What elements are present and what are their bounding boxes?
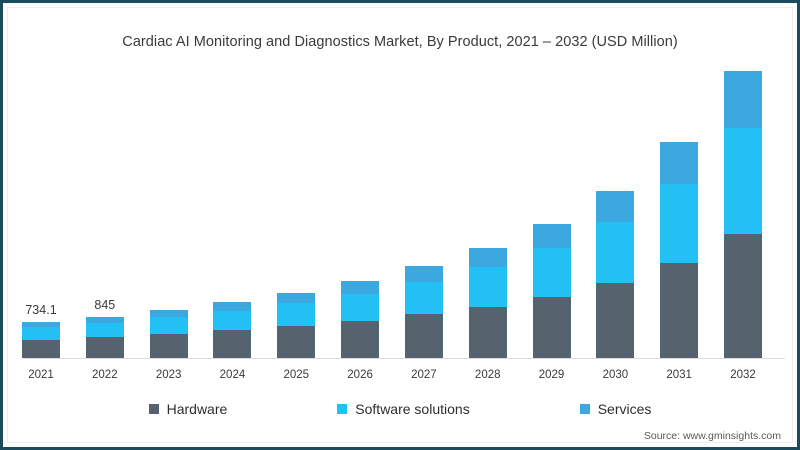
x-axis-tick-2032: 2032 [730, 369, 756, 381]
legend-item-hardware[interactable]: Hardware [148, 401, 228, 417]
bar-segment-hardware[interactable] [213, 330, 252, 358]
legend-label-software-solutions: Software solutions [355, 401, 470, 417]
bar-segment-hardware[interactable] [724, 233, 762, 358]
x-axis-tick-2024: 2024 [219, 369, 246, 381]
bar-segment-software-solutions[interactable] [277, 303, 316, 326]
bar-segment-hardware[interactable] [532, 296, 571, 358]
x-axis-tick-2030: 2030 [602, 369, 629, 381]
bar-segment-software-solutions[interactable] [149, 317, 188, 334]
bar-segment-software-solutions[interactable] [22, 327, 60, 340]
bar-segment-software-solutions[interactable] [404, 281, 443, 315]
bar-segment-software-solutions[interactable] [724, 128, 762, 234]
bar-segment-hardware[interactable] [22, 339, 60, 358]
legend-item-services[interactable]: Services [579, 401, 652, 417]
x-axis-tick-2022: 2022 [92, 369, 118, 381]
x-axis-tick-2028: 2028 [474, 369, 501, 381]
source-attribution: Source: www.gminsights.com [643, 430, 781, 442]
bar-segment-software-solutions[interactable] [341, 293, 380, 321]
bar-group[interactable] [532, 224, 571, 358]
x-axis-line [23, 358, 785, 359]
bar-segment-services[interactable] [277, 292, 316, 304]
bar-segment-hardware[interactable] [596, 282, 635, 358]
bar-group[interactable] [149, 310, 188, 358]
x-axis-tick-2027: 2027 [411, 369, 437, 381]
legend-label-services: Services [597, 401, 652, 417]
bar-value-label: 734.1 [25, 303, 57, 318]
legend-swatch-icon-services [579, 404, 590, 414]
bar-segment-hardware[interactable] [341, 320, 380, 358]
chart-legend: Hardware Software solutions Services [3, 401, 797, 417]
bar-group[interactable] [468, 248, 507, 358]
bar-segment-hardware[interactable] [149, 333, 188, 358]
bar-segment-hardware[interactable] [468, 306, 507, 358]
x-axis-tick-2021: 2021 [28, 369, 54, 381]
bar-group[interactable] [341, 280, 380, 358]
bar-segment-software-solutions[interactable] [85, 323, 124, 338]
bar-segment-services[interactable] [22, 322, 60, 328]
bar-segment-software-solutions[interactable] [532, 248, 571, 297]
bar-segment-services[interactable] [149, 310, 188, 318]
bar-segment-hardware[interactable] [660, 263, 699, 358]
bar-group[interactable]: 734.1 [22, 303, 60, 358]
bar-group[interactable] [596, 190, 635, 358]
x-axis-tick-2026: 2026 [347, 369, 373, 381]
bar-segment-hardware[interactable] [404, 314, 443, 358]
bar-segment-software-solutions[interactable] [213, 311, 252, 331]
bar-group[interactable] [213, 302, 252, 358]
x-axis-tick-2023: 2023 [155, 369, 182, 381]
bar-segment-services[interactable] [85, 317, 124, 324]
bar-group[interactable] [404, 266, 443, 358]
legend-item-software-solutions[interactable]: Software solutions [337, 401, 470, 417]
legend-label-hardware: Hardware [166, 401, 228, 417]
bar-segment-hardware[interactable] [277, 326, 316, 358]
bar-segment-software-solutions[interactable] [660, 184, 699, 264]
bar-segment-hardware[interactable] [85, 337, 124, 358]
legend-swatch-icon-hardware [148, 404, 159, 414]
x-axis-tick-2025: 2025 [283, 369, 310, 381]
bar-group[interactable] [724, 71, 762, 358]
legend-swatch-icon-software [337, 404, 348, 414]
bar-segment-services[interactable] [660, 142, 699, 185]
bar-segment-services[interactable] [468, 248, 507, 268]
bar-segment-services[interactable] [532, 224, 571, 249]
bar-group[interactable] [660, 142, 699, 358]
bar-group[interactable] [277, 292, 316, 358]
page-title: Cardiac AI Monitoring and Diagnostics Ma… [122, 34, 678, 50]
x-axis-tick-2031: 2031 [666, 369, 692, 381]
bar-segment-services[interactable] [724, 71, 762, 129]
bar-segment-services[interactable] [596, 190, 635, 222]
x-axis-tick-2029: 2029 [538, 369, 565, 381]
bar-segment-services[interactable] [341, 280, 380, 294]
bar-segment-software-solutions[interactable] [596, 221, 635, 283]
bar-value-label: 845 [94, 298, 116, 313]
bar-segment-services[interactable] [213, 302, 252, 311]
bar-group[interactable]: 845 [85, 298, 124, 358]
bar-segment-software-solutions[interactable] [468, 267, 507, 307]
bar-segment-services[interactable] [404, 266, 443, 282]
